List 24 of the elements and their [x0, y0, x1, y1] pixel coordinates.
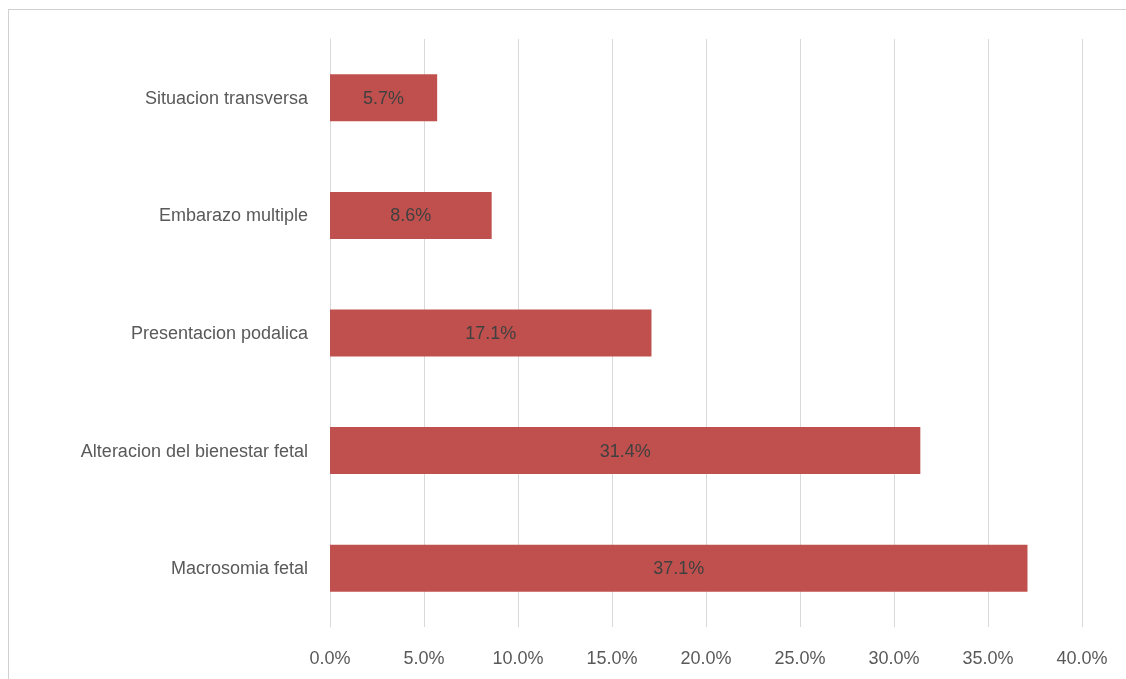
x-tick-label: 35.0%: [962, 648, 1014, 668]
data-label: 37.1%: [653, 558, 705, 579]
data-label: 5.7%: [363, 87, 405, 108]
y-tick-label: Situacion transversa: [144, 87, 309, 108]
data-label: 8.6%: [390, 205, 432, 226]
y-tick-label: Macrosomia fetal: [170, 558, 308, 579]
y-tick-label: Presentacion podalica: [130, 323, 309, 343]
bar: [330, 74, 438, 122]
x-tick-label: 30.0%: [868, 648, 920, 668]
y-tick-label: Alteracion del bienestar fetal: [80, 440, 308, 461]
x-tick-label: 0.0%: [309, 648, 351, 668]
y-tick-label: Embarazo multiple: [158, 205, 308, 226]
data-label: 31.4%: [599, 440, 651, 461]
x-tick-label: 25.0%: [774, 648, 826, 668]
bar: [330, 309, 652, 357]
x-tick-label: 5.0%: [403, 648, 445, 668]
bar: [330, 544, 1028, 592]
x-tick-label: 20.0%: [680, 648, 732, 668]
bar: [330, 427, 921, 475]
x-tick-label: 40.0%: [1056, 648, 1108, 668]
x-tick-label: 15.0%: [586, 648, 638, 668]
data-label: 17.1%: [465, 323, 517, 343]
x-tick-label: 10.0%: [492, 648, 544, 668]
bar: [330, 191, 492, 239]
